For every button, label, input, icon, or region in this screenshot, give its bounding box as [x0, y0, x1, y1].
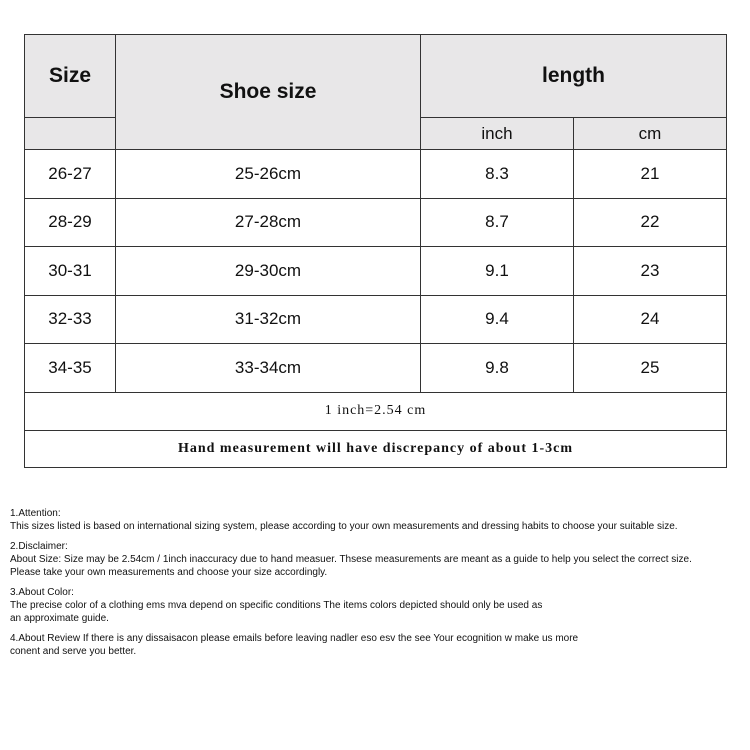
table-row: 34-35 33-34cm 9.8 25: [24, 343, 727, 393]
header-blank: [24, 117, 116, 150]
note-title: 1.Attention:: [10, 508, 61, 519]
size-chart-table: Size Shoe size length inch cm 26-27 25-26…: [24, 34, 727, 468]
cell-inch: 8.3: [420, 149, 574, 199]
header-inch: inch: [420, 117, 574, 150]
note-title: 2.Disclaimer:: [10, 541, 68, 552]
cell-cm: 21: [573, 149, 727, 199]
note-item: 4.About Review If there is any dissaisac…: [10, 632, 692, 658]
cell-shoe: 25-26cm: [115, 149, 421, 199]
header-shoe-size: Shoe size: [115, 34, 421, 150]
header-length: length: [420, 34, 727, 118]
cell-inch: 8.7: [420, 197, 574, 247]
note-line: Please take your own measurements and ch…: [10, 567, 328, 578]
header-cm: cm: [573, 117, 727, 150]
note-item: 3.About Color: The precise color of a clo…: [10, 586, 692, 625]
note-line: This sizes listed is based on internatio…: [10, 521, 678, 532]
cell-shoe: 29-30cm: [115, 246, 421, 296]
cell-size: 30-31: [24, 246, 116, 296]
conversion-note: 1 inch=2.54 cm: [24, 391, 727, 431]
cell-size: 26-27: [24, 149, 116, 199]
table-row: 32-33 31-32cm 9.4 24: [24, 294, 727, 344]
measurement-note: Hand measurement will have discrepancy o…: [24, 429, 727, 468]
cell-shoe: 31-32cm: [115, 294, 421, 344]
cell-cm: 24: [573, 294, 727, 344]
table-row: 26-27 25-26cm 8.3 21: [24, 149, 727, 199]
note-item: 2.Disclaimer: About Size: Size may be 2.5…: [10, 540, 692, 579]
cell-size: 28-29: [24, 197, 116, 247]
note-line: 4.About Review If there is any dissaisac…: [10, 633, 579, 644]
cell-inch: 9.4: [420, 294, 574, 344]
cell-shoe: 27-28cm: [115, 197, 421, 247]
cell-inch: 9.1: [420, 246, 574, 296]
cell-cm: 25: [573, 343, 727, 393]
cell-size: 32-33: [24, 294, 116, 344]
table-row: 30-31 29-30cm 9.1 23: [24, 246, 727, 296]
cell-cm: 23: [573, 246, 727, 296]
note-line: The precise color of a clothing ems mva …: [10, 600, 543, 611]
notes-section: 1.Attention: This sizes listed is based o…: [10, 507, 692, 665]
cell-cm: 22: [573, 197, 727, 247]
note-line: About Size: Size may be 2.54cm / 1inch i…: [10, 554, 692, 565]
note-item: 1.Attention: This sizes listed is based o…: [10, 507, 692, 533]
note-title: 3.About Color:: [10, 587, 74, 598]
note-line: conent and serve you better.: [10, 646, 137, 657]
table-row: 28-29 27-28cm 8.7 22: [24, 197, 727, 247]
note-line: an approximate guide.: [10, 613, 109, 624]
cell-inch: 9.8: [420, 343, 574, 393]
cell-size: 34-35: [24, 343, 116, 393]
cell-shoe: 33-34cm: [115, 343, 421, 393]
header-size: Size: [24, 34, 116, 118]
